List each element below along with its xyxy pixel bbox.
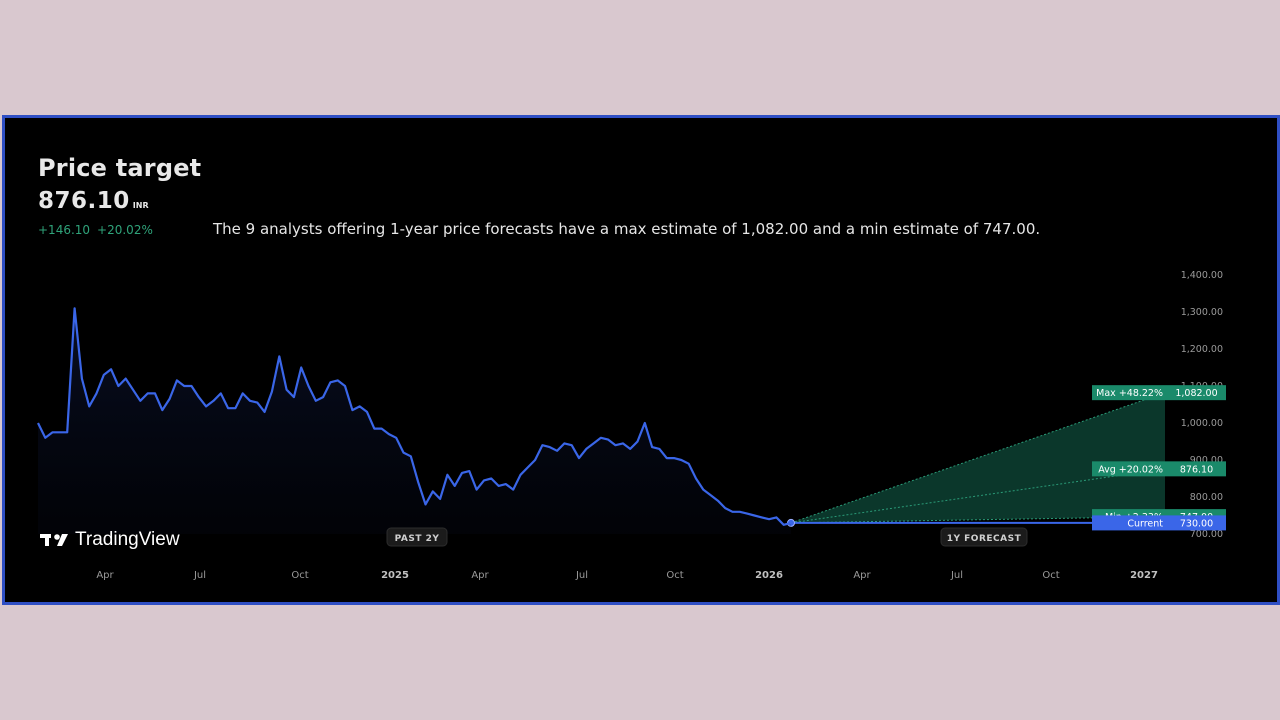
x-tick-label: Oct: [1042, 570, 1059, 581]
forecast-avg-line: [790, 468, 1166, 524]
forecast-area: [787, 392, 1166, 527]
x-tick-label: Jul: [950, 570, 963, 581]
price-target-card: Price target 876.10 INR +146.10 +20.02% Th…: [2, 115, 1280, 605]
forecast-pill-label: 1Y FORECAST: [947, 534, 1022, 544]
avg-label-text: Avg +20.02%: [1098, 464, 1163, 475]
avg-label-value: 876.10: [1180, 464, 1213, 475]
past-2y-pill: PAST 2Y: [386, 527, 448, 547]
change-absolute: +146.10: [38, 223, 91, 237]
avg-label-value-tag: [1167, 461, 1226, 477]
current-label-value-tag: [1167, 515, 1226, 531]
max-label-value: 1,082.00: [1175, 388, 1217, 399]
x-tick-label: Jul: [193, 570, 206, 581]
tradingview-logo[interactable]: TradingView: [40, 529, 180, 550]
y-axis: 1,400.001,300.001,200.001,100.001,000.00…: [1181, 270, 1223, 540]
tradingview-logo-text: TradingView: [75, 529, 180, 550]
y-tick-label: 900.00: [1190, 455, 1223, 466]
x-tick-label: Apr: [853, 570, 871, 581]
avg-label: Avg +20.02% 876.10: [1092, 461, 1226, 477]
max-label-tag: [1092, 385, 1167, 401]
target-price: 876.10: [38, 188, 130, 214]
price-chart: 1,400.001,300.001,200.001,100.001,000.00…: [37, 270, 1226, 581]
change-percent: +20.02%: [97, 223, 153, 237]
currency-label: INR: [132, 201, 149, 210]
max-label-text: Max +48.22%: [1096, 388, 1163, 399]
current-label-value: 730.00: [1180, 518, 1213, 529]
avg-label-tag: [1092, 461, 1167, 477]
current-label: Current 730.00: [1092, 515, 1226, 531]
forecast-pill: 1Y FORECAST: [940, 527, 1028, 547]
y-tick-label: 700.00: [1190, 529, 1223, 540]
price-block: 876.10 INR: [38, 188, 149, 214]
y-tick-label: 1,300.00: [1181, 307, 1223, 318]
card-title: Price target: [38, 154, 202, 182]
x-axis: Apr Jul Oct 2025 Apr Jul Oct 2026 Apr Jul Oct 2027: [96, 570, 1158, 581]
y-tick-label: 1,200.00: [1181, 344, 1223, 355]
current-label-tag: [1092, 515, 1167, 531]
history-line: [37, 307, 792, 526]
y-tick-label: 800.00: [1190, 492, 1223, 503]
current-label-text: Current: [1127, 518, 1163, 529]
history-series: [37, 307, 792, 534]
x-tick-label: Jul: [575, 570, 588, 581]
y-tick-label: 1,400.00: [1181, 270, 1223, 281]
x-tick-label: 2026: [755, 570, 783, 581]
x-tick-label: Oct: [666, 570, 683, 581]
y-tick-label: 1,000.00: [1181, 418, 1223, 429]
x-tick-label: 2025: [381, 570, 409, 581]
max-label-value-tag: [1167, 385, 1226, 401]
tradingview-logo-icon: [40, 534, 68, 546]
price-change: +146.10 +20.02%: [38, 223, 153, 237]
x-tick-label: 2027: [1130, 570, 1158, 581]
analyst-summary: The 9 analysts offering 1-year price for…: [213, 220, 1041, 238]
max-label: Max +48.22% 1,082.00: [1092, 385, 1226, 401]
past-2y-pill-label: PAST 2Y: [395, 534, 440, 544]
x-tick-label: Apr: [96, 570, 114, 581]
x-tick-label: Apr: [471, 570, 489, 581]
history-area: [38, 308, 791, 534]
x-tick-label: Oct: [291, 570, 308, 581]
